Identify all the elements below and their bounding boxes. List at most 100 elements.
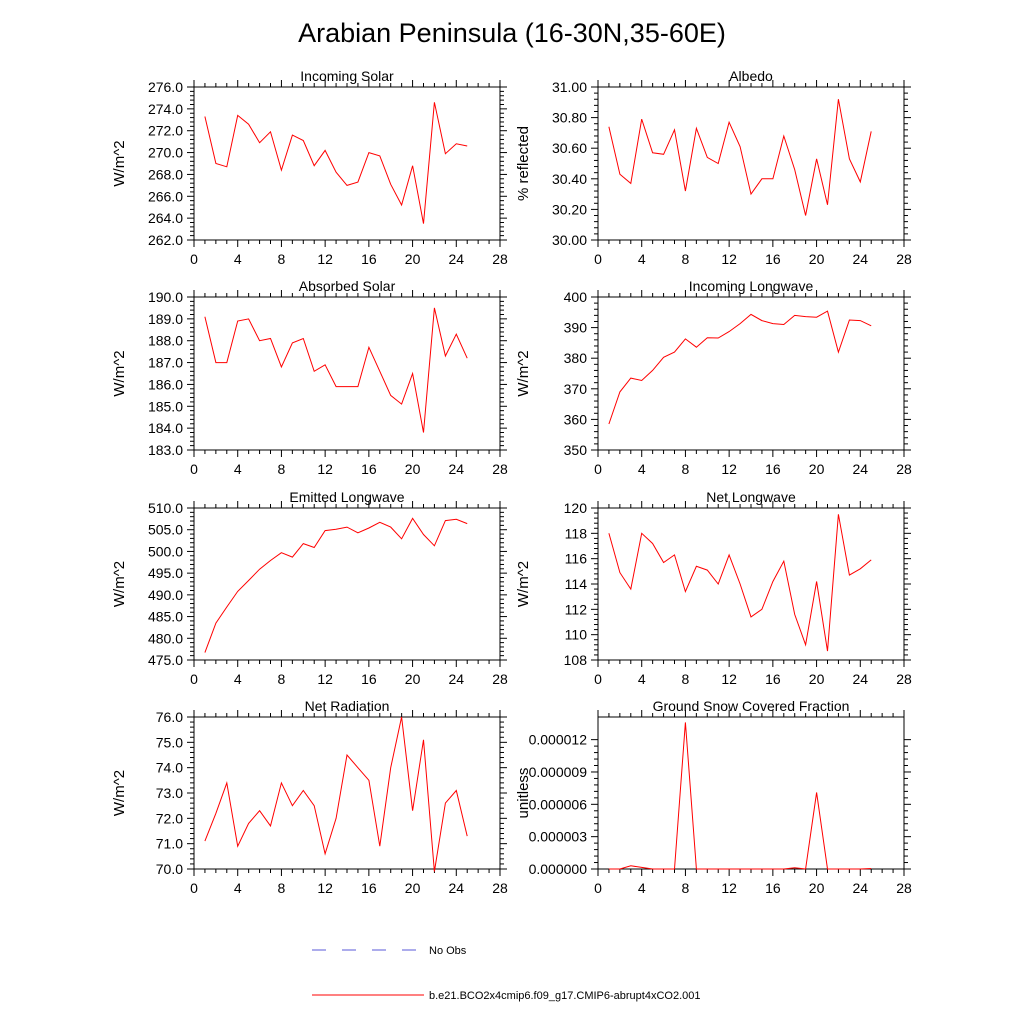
x-tick-label: 24 <box>852 461 868 477</box>
x-tick-label: 8 <box>682 880 690 896</box>
y-tick-label: 75.0 <box>156 734 183 750</box>
x-tick-label: 24 <box>448 880 464 896</box>
x-tick-label: 20 <box>809 251 825 267</box>
y-tick-label: 270.0 <box>148 145 183 161</box>
y-axis-label: W/m^2 <box>515 561 532 607</box>
x-tick-label: 0 <box>190 880 198 896</box>
y-tick-label: 189.0 <box>148 311 183 327</box>
series-line <box>204 102 468 224</box>
x-tick-label: 4 <box>234 251 242 267</box>
x-tick-label: 4 <box>234 880 242 896</box>
plot-frame <box>193 507 501 661</box>
panel-title: Ground Snow Covered Fraction <box>653 698 850 714</box>
x-tick-label: 8 <box>682 251 690 267</box>
x-tick-label: 4 <box>638 671 646 687</box>
y-tick-label: 74.0 <box>156 760 183 776</box>
x-tick-label: 16 <box>361 671 377 687</box>
y-tick-label: 510.0 <box>148 500 183 516</box>
x-tick-label: 20 <box>809 461 825 477</box>
y-axis-label: W/m^2 <box>111 350 128 396</box>
x-tick-label: 12 <box>721 671 737 687</box>
y-tick-label: 262.0 <box>148 232 183 248</box>
x-tick-label: 28 <box>896 461 912 477</box>
x-tick-label: 4 <box>638 880 646 896</box>
y-tick-label: 30.00 <box>552 232 587 248</box>
y-tick-label: 71.0 <box>156 836 183 852</box>
panel-incoming-longwave: Incoming Longwave W/m^2 0 4 8 12 16 20 24 28 350 36… <box>515 278 912 477</box>
x-tick-label: 24 <box>852 880 868 896</box>
x-tick-label: 0 <box>190 251 198 267</box>
figure-title: Arabian Peninsula (16-30N,35-60E) <box>298 18 726 48</box>
panel-title: Incoming Solar <box>300 68 394 84</box>
plot-frame <box>193 86 501 241</box>
x-tick-label: 24 <box>852 671 868 687</box>
y-tick-label: 0.000012 <box>529 732 588 748</box>
series-line <box>608 514 872 652</box>
x-tick-label: 12 <box>317 461 333 477</box>
x-tick-label: 16 <box>765 880 781 896</box>
panel-title: Emitted Longwave <box>289 489 404 505</box>
y-tick-label: 70.0 <box>156 861 183 877</box>
x-tick-label: 24 <box>448 461 464 477</box>
series-line <box>204 307 468 433</box>
series-line <box>608 310 872 425</box>
y-axis-label: W/m^2 <box>111 770 128 816</box>
y-tick-label: 183.0 <box>148 442 183 458</box>
y-tick-label: 118 <box>565 525 588 541</box>
x-tick-label: 20 <box>405 671 421 687</box>
panel-title: Absorbed Solar <box>299 278 396 294</box>
y-tick-label: 184.0 <box>148 420 183 436</box>
y-axis-label: W/m^2 <box>111 140 128 186</box>
panel-albedo: Albedo % reflected 0 4 8 12 16 20 24 28 30.00 30.20… <box>515 68 912 267</box>
x-tick-label: 16 <box>361 251 377 267</box>
x-tick-label: 28 <box>492 880 508 896</box>
y-tick-label: 76.0 <box>156 709 183 725</box>
y-tick-label: 110 <box>565 627 588 643</box>
y-tick-label: 31.00 <box>552 79 587 95</box>
x-tick-label: 16 <box>765 671 781 687</box>
x-tick-label: 16 <box>361 880 377 896</box>
x-tick-label: 20 <box>405 251 421 267</box>
y-tick-label: 276.0 <box>148 79 183 95</box>
legend-label-no-obs: No Obs <box>429 945 467 957</box>
y-tick-label: 73.0 <box>156 785 183 801</box>
x-tick-label: 24 <box>448 671 464 687</box>
y-tick-label: 272.0 <box>148 123 183 139</box>
plot-frame <box>597 296 905 451</box>
y-tick-label: 360 <box>564 411 588 427</box>
x-tick-label: 28 <box>492 671 508 687</box>
y-tick-label: 0.000003 <box>529 829 588 845</box>
x-tick-label: 20 <box>809 671 825 687</box>
y-tick-label: 495.0 <box>148 565 183 581</box>
panel-net-radiation: Net Radiation W/m^2 0 4 8 12 16 20 24 28 70.0 71.0 7… <box>111 698 508 896</box>
x-tick-label: 4 <box>638 251 646 267</box>
y-tick-label: 0.000009 <box>529 764 588 780</box>
y-tick-label: 380 <box>564 350 588 366</box>
x-tick-label: 0 <box>594 671 602 687</box>
y-tick-label: 114 <box>565 576 588 592</box>
y-tick-label: 480.0 <box>148 630 183 646</box>
y-tick-label: 30.80 <box>552 110 587 126</box>
y-tick-label: 185.0 <box>148 398 183 414</box>
x-tick-label: 28 <box>896 671 912 687</box>
y-tick-label: 30.20 <box>552 201 587 217</box>
y-tick-label: 350 <box>564 442 588 458</box>
x-tick-label: 12 <box>317 251 333 267</box>
y-tick-label: 274.0 <box>148 101 183 117</box>
y-tick-label: 490.0 <box>148 587 183 603</box>
y-axis-label: unitless <box>515 768 532 819</box>
y-tick-label: 266.0 <box>148 188 183 204</box>
x-tick-label: 8 <box>278 880 286 896</box>
x-tick-label: 8 <box>278 671 286 687</box>
plot-frame <box>597 86 905 241</box>
x-tick-label: 20 <box>809 880 825 896</box>
series-line <box>608 99 872 216</box>
y-tick-label: 30.40 <box>552 171 587 187</box>
y-tick-label: 120 <box>564 500 588 516</box>
panel-title: Net Longwave <box>706 489 796 505</box>
y-tick-label: 112 <box>565 601 588 617</box>
x-tick-label: 8 <box>682 671 690 687</box>
x-tick-label: 8 <box>278 251 286 267</box>
x-tick-label: 12 <box>317 880 333 896</box>
y-tick-label: 268.0 <box>148 166 183 182</box>
